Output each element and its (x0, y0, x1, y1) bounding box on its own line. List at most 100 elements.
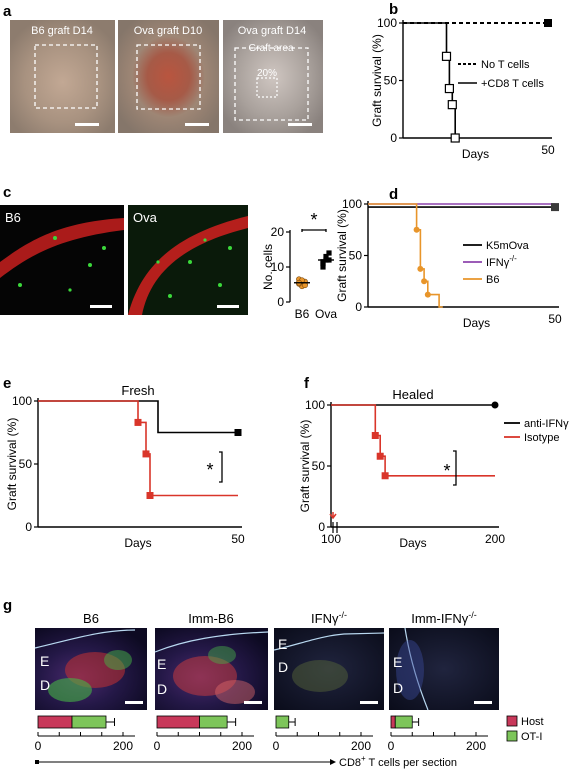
survival-marker (447, 100, 457, 110)
x-tick-label: 200 (351, 739, 371, 753)
significance-star: * (443, 461, 450, 481)
layer-label-e: E (40, 653, 49, 669)
chart-title: Healed (392, 387, 433, 402)
panel-a-label-2: Ova graft D10 (134, 25, 202, 37)
layer-label-d: D (393, 680, 403, 696)
y-tick-label: 50 (19, 457, 33, 471)
legend-label-k5mova: K5mOva (486, 240, 530, 252)
panel-a-image-1: B6 graft D14 (10, 20, 115, 133)
y-tick-label: 100 (377, 16, 397, 30)
survival-marker (424, 291, 431, 298)
panel-c-label-b6: B6 (5, 210, 21, 225)
axis-arrow-origin (35, 760, 39, 764)
endpoint-marker (551, 203, 559, 212)
data-point-ova (326, 250, 332, 256)
legend-label-ifng: IFNγ-/- (486, 254, 517, 269)
x-axis-label: Days (463, 316, 490, 330)
survival-marker (146, 492, 154, 499)
x-tick-label: 200 (113, 739, 133, 753)
bar-oti (199, 715, 228, 729)
panel-a-label-1: B6 graft D14 (31, 25, 93, 37)
panel-letter-a: a (3, 3, 12, 20)
panel-b-chart: 0 50 100 50 Days Graft survival (%) b No T cell… (370, 1, 555, 161)
y-tick-label: 100 (12, 394, 32, 408)
legend-label-isotype: Isotype (524, 432, 559, 444)
x-tick-label: 0 (273, 739, 280, 753)
survival-marker (444, 83, 454, 94)
x-tick-label: 50 (231, 532, 245, 546)
panel-g-image-2: E D Imm-B6 (154, 611, 269, 710)
survival-marker (134, 418, 142, 426)
panel-a-image-3: Ova graft D14 Graft area 20% (223, 20, 323, 133)
endpoint-marker (234, 429, 242, 436)
data-point-ova (320, 259, 326, 265)
data-point-ova (320, 264, 326, 270)
significance-bracket (453, 450, 457, 486)
legend-label-oti: OT-I (521, 731, 542, 743)
layer-label-d: D (40, 677, 50, 693)
legend-swatch-oti (506, 730, 518, 742)
legend-swatch-host (506, 715, 518, 727)
scale-bar (125, 701, 143, 704)
panel-letter-d: d (389, 186, 398, 203)
bar-host (390, 715, 396, 729)
survival-marker (413, 226, 420, 233)
scale-bar (217, 305, 239, 308)
y-axis-label: Graft survival (%) (5, 418, 19, 511)
panel-c-label-ova: Ova (133, 210, 158, 225)
graft-area-label: Graft area (248, 43, 293, 54)
error-bar-oti (106, 718, 115, 726)
panel-g-label-2: Imm-B6 (188, 611, 234, 626)
y-tick-label: 0 (277, 295, 284, 309)
y-tick-label: 0 (390, 131, 397, 145)
panel-a-image-2: Ova graft D10 (118, 20, 219, 133)
y-tick-label: 10 (271, 260, 285, 274)
layer-label-e: E (157, 656, 166, 672)
survival-marker (421, 278, 428, 285)
x-axis-label: Days (462, 147, 489, 161)
error-bar-oti (227, 718, 237, 726)
panel-letter-f: f (304, 375, 310, 392)
layer-label-e: E (393, 654, 402, 670)
panel-g-label-3: IFNγ-/- (311, 610, 347, 626)
survival-marker (441, 51, 452, 61)
scale-bar (244, 701, 262, 704)
error-bar-oti (288, 718, 296, 726)
panel-letter-g: g (3, 597, 12, 614)
survival-marker (371, 432, 379, 439)
bar-oti (275, 715, 290, 729)
scale-bar (90, 305, 112, 308)
survival-marker (417, 265, 424, 272)
bar-oti (394, 715, 413, 729)
scale-bar (75, 123, 99, 126)
error-bar-oti (412, 718, 420, 726)
panel-g-image-4: E D Imm-IFNγ-/- (389, 610, 499, 711)
panel-letter-e: e (3, 375, 11, 392)
x-tick-label: 0 (35, 739, 42, 753)
treatment-arrow (329, 512, 337, 520)
legend-label-host: Host (521, 716, 544, 728)
legend-label-anti-ifng: anti-IFNγ (524, 418, 569, 430)
scale-bar (360, 701, 378, 704)
panel-letter-b: b (389, 1, 398, 18)
x-tick-label: Ova (315, 307, 337, 321)
survival-marker (381, 472, 389, 480)
y-tick-label: 50 (384, 74, 398, 88)
significance-star: * (206, 460, 213, 480)
y-tick-label: 100 (342, 197, 362, 211)
graft-pct-label: 20% (257, 68, 277, 79)
legend-label-no-t-cells: No T cells (481, 59, 530, 71)
y-tick-label: 50 (312, 459, 326, 473)
panel-f-chart: 0 50 100 100 200 Days Graft survival (%) Healed… (298, 375, 569, 550)
y-axis-label: Graft survival (%) (370, 34, 384, 127)
y-tick-label: 100 (305, 398, 325, 412)
endpoint-marker (491, 401, 499, 409)
panel-g-label-1: B6 (83, 611, 99, 626)
x-axis-label: CD8+ T cells per section (339, 754, 457, 769)
endpoint-marker (544, 19, 552, 27)
layer-label-d: D (157, 681, 167, 697)
data-point-ova (323, 253, 329, 260)
chart-title: Fresh (121, 383, 154, 398)
y-tick-label: 0 (25, 520, 32, 534)
